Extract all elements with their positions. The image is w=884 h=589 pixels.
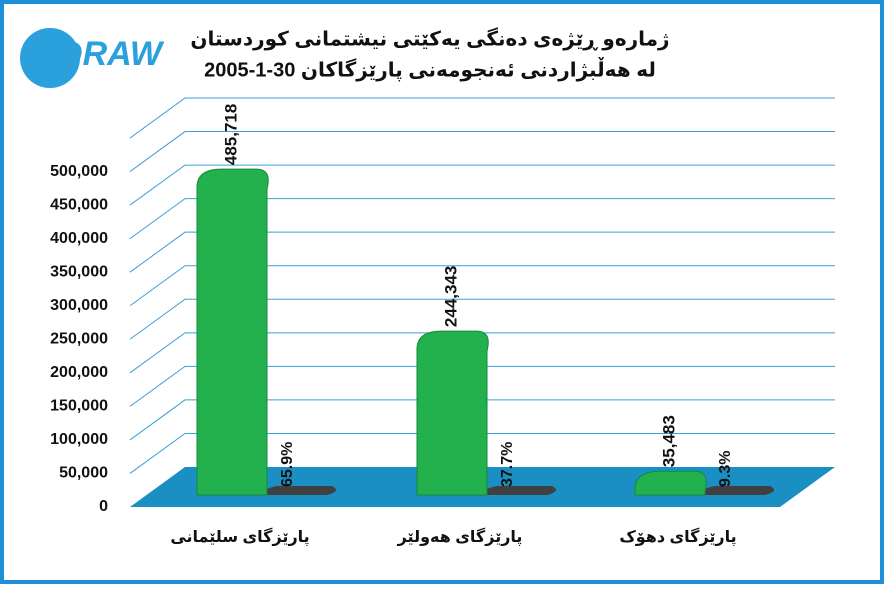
- data-label: 37.7%: [499, 442, 516, 487]
- grid-line: [129, 198, 835, 240]
- grid-line: [129, 332, 835, 374]
- y-tick-label: 350,000: [50, 263, 108, 280]
- data-label: 9.3%: [717, 451, 734, 487]
- data-label: 35,483: [659, 415, 678, 467]
- bar: [196, 168, 269, 496]
- y-tick-label: 400,000: [50, 230, 108, 247]
- y-tick-label: 200,000: [50, 364, 108, 381]
- bar: [482, 485, 556, 495]
- data-label: 485,718: [221, 104, 240, 165]
- grid-line: [129, 432, 835, 474]
- logo-text: DRAW: [58, 35, 165, 73]
- bar: [262, 485, 336, 495]
- bar: [700, 485, 774, 495]
- y-tick-label: 450,000: [50, 196, 108, 213]
- logo: DRAW: [20, 28, 165, 88]
- grid-line: [129, 231, 835, 273]
- y-tick-label: 500,000: [50, 163, 108, 180]
- y-tick-label: 0: [99, 498, 108, 515]
- y-tick-label: 150,000: [50, 398, 108, 415]
- chart-title: ژمارەو ڕێژەی دەنگی یەکێتی نیشتمانی کوردس…: [190, 26, 669, 50]
- x-tick-label: پارێزگای هەولێر: [397, 527, 523, 547]
- chart-title: لە هەڵبژاردنی ئەنجومەنی پارێزگاکان 30-1-…: [204, 56, 656, 82]
- y-tick-label: 50,000: [59, 465, 108, 482]
- bar: [416, 330, 489, 496]
- bar: [634, 470, 707, 496]
- y-tick-label: 300,000: [50, 297, 108, 314]
- y-tick-label: 250,000: [50, 330, 108, 347]
- grid-line: [129, 298, 835, 340]
- data-label: 65.9%: [279, 442, 296, 487]
- grid-line: [129, 97, 835, 139]
- x-tick-label: پارێزگای سلێمانی: [170, 527, 309, 547]
- data-label: 244,343: [441, 266, 460, 327]
- grid-line: [129, 365, 835, 407]
- x-tick-label: پارێزگای دهۆک: [619, 527, 736, 547]
- grid-line: [129, 131, 835, 172]
- y-tick-label: 100,000: [50, 431, 108, 448]
- grid-line: [129, 265, 835, 307]
- grid-line: [129, 399, 835, 441]
- grid-line: [129, 164, 835, 206]
